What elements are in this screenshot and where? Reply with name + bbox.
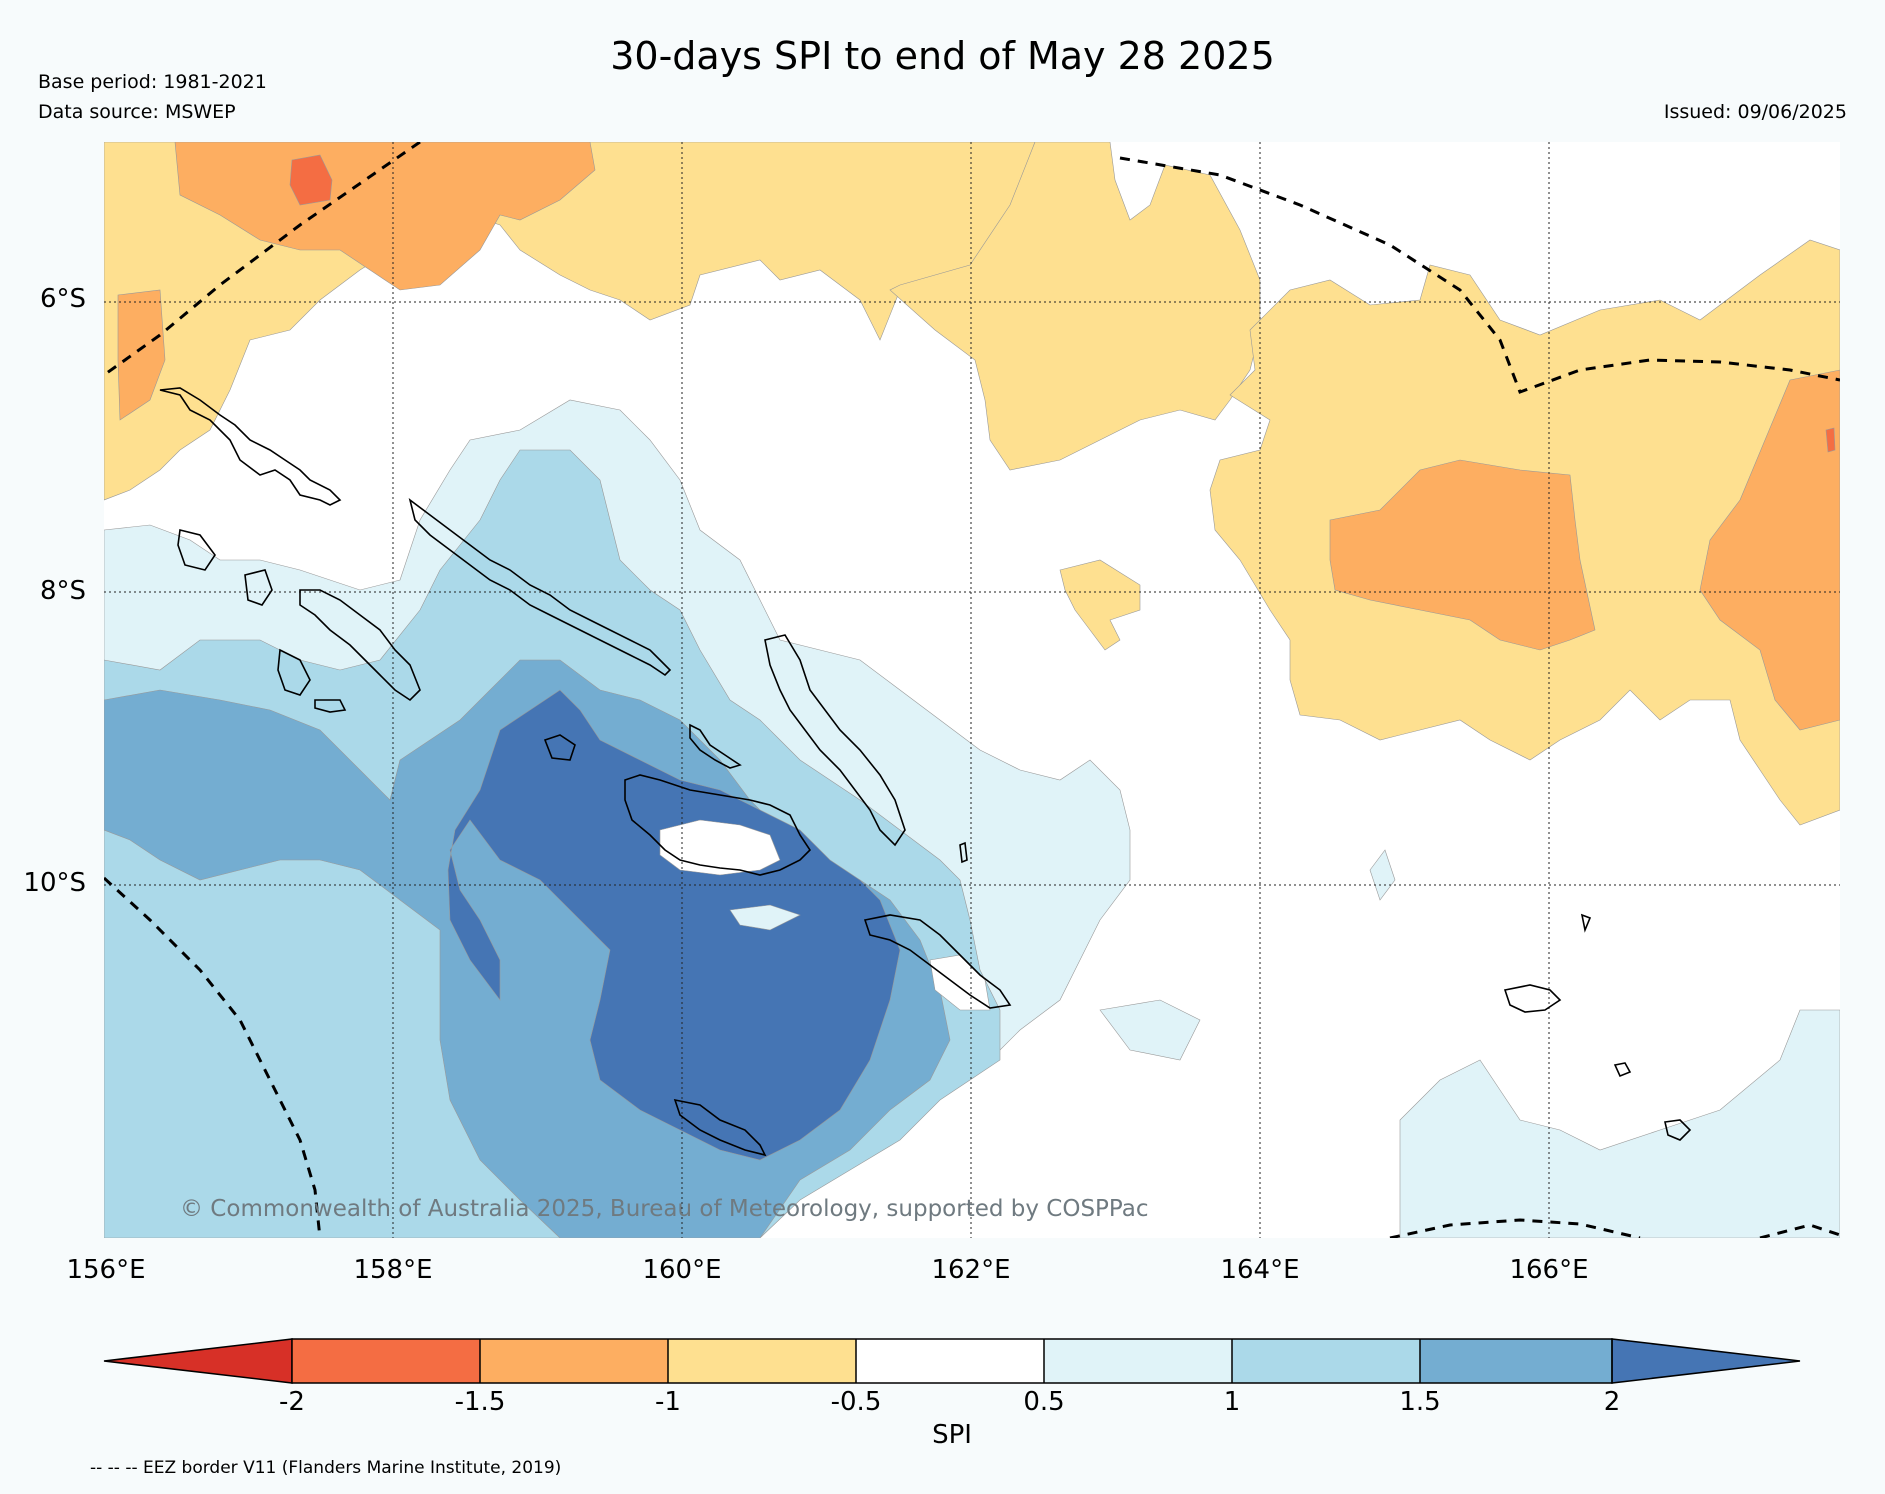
colorbar-tick: -0.5 <box>830 1387 882 1417</box>
lon-label-158e: 158°E <box>353 1255 433 1285</box>
colorbar-tick: -1 <box>655 1387 681 1417</box>
lat-label-6s: 6°S <box>39 284 86 314</box>
wet-gap-small <box>729 904 801 931</box>
colorbar-extend-low <box>103 1338 293 1384</box>
moderately-dry-far-east <box>1699 369 1840 731</box>
colorbar-extend-high <box>1611 1338 1801 1384</box>
very-wet-core <box>447 689 901 1161</box>
colorbar-tick: 2 <box>1603 1387 1621 1417</box>
map-title: 30-days SPI to end of May 28 2025 <box>610 34 1275 78</box>
colorbar <box>103 1338 1801 1384</box>
colorbar-tick: 0.5 <box>1023 1387 1065 1417</box>
dry-region-north-central <box>889 142 1261 471</box>
lat-label-8s: 8°S <box>39 576 86 606</box>
spi-contours <box>104 142 1840 1238</box>
moderately-dry-northwest <box>174 142 596 291</box>
copyright-text: © Commonwealth of Australia 2025, Bureau… <box>180 1196 1149 1222</box>
graticule <box>104 142 1840 1238</box>
coastlines <box>159 387 1692 1157</box>
lon-label-162e: 162°E <box>931 1255 1011 1285</box>
colorbar-bin-5 <box>1044 1339 1232 1383</box>
colorbar-tick: -1.5 <box>454 1387 506 1417</box>
very-dry-patch-east <box>1825 427 1836 453</box>
colorbar-tick: 1 <box>1223 1387 1241 1417</box>
dry-blob-center <box>1059 559 1141 651</box>
colorbar-bin-1 <box>292 1339 480 1383</box>
colorbar-bin-7 <box>1420 1339 1612 1383</box>
wet-region-small-east <box>1369 849 1396 901</box>
data-source-text: Data source: MSWEP <box>38 101 236 123</box>
base-period-text: Base period: 1981-2021 <box>38 71 267 93</box>
lon-label-166e: 166°E <box>1509 1255 1589 1285</box>
colorbar-bin-3 <box>668 1339 856 1383</box>
moderately-dry-west-strip <box>117 289 166 421</box>
lat-label-10s: 10°S <box>23 868 86 898</box>
eez-borders <box>104 142 1840 1238</box>
colorbar-tick: -2 <box>279 1387 305 1417</box>
lon-label-160e: 160°E <box>642 1255 722 1285</box>
colorbar-tick: 1.5 <box>1399 1387 1441 1417</box>
colorbar-bin-6 <box>1232 1339 1420 1383</box>
very-dry-patch-northwest <box>289 154 333 206</box>
issued-date-text: Issued: 09/06/2025 <box>1663 101 1847 123</box>
lon-label-164e: 164°E <box>1220 1255 1300 1285</box>
colorbar-bin-2 <box>480 1339 668 1383</box>
colorbar-bin-4 <box>856 1339 1044 1383</box>
eez-legend-note: -- -- -- EEZ border V11 (Flanders Marine… <box>90 1458 562 1478</box>
colorbar-label: SPI <box>932 1420 972 1450</box>
moderately-dry-east <box>1329 459 1596 651</box>
normal-gap-central <box>659 819 781 876</box>
lon-label-156e: 156°E <box>66 1255 146 1285</box>
wet-region-southeast <box>1399 1009 1840 1238</box>
wet-region-mid-east <box>1099 999 1201 1061</box>
